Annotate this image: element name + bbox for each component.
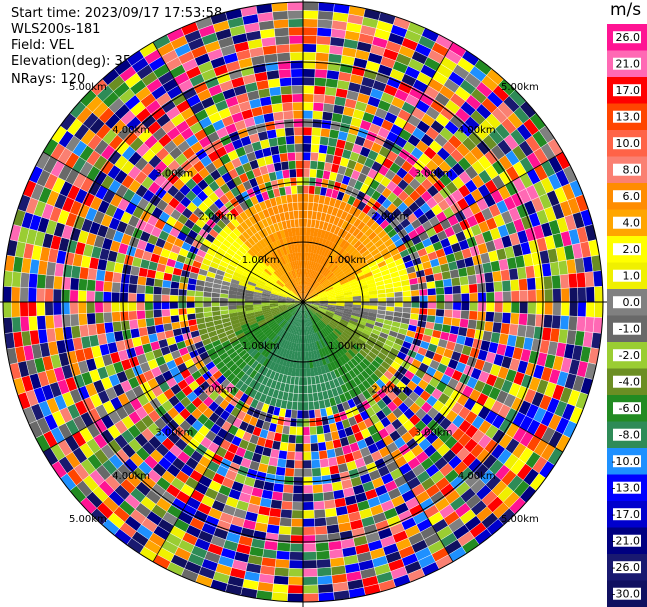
colorbar-tick-label: -10.0 (612, 455, 640, 468)
range-ring-label: 5.00km (69, 82, 107, 93)
colorbar-tick-bg (613, 322, 641, 335)
range-ring-label: 5.00km (69, 514, 107, 525)
colorbar-tick-bg (613, 402, 641, 415)
colorbar-tick-label: -4.0 (619, 376, 640, 389)
colorbar-tick-label: 6.0 (623, 190, 641, 203)
azimuth-spoke (302, 151, 564, 303)
colorbar-tick-label: -2.0 (619, 349, 640, 362)
azimuth-spoke (152, 301, 304, 563)
colorbar-tick-bg (613, 428, 641, 441)
colorbar-tick-label: 2.0 (623, 243, 641, 256)
nrays-label: NRays: 120 (11, 72, 86, 87)
range-ring-label: 3.00km (415, 168, 453, 179)
colorbar-tick-bg (613, 243, 641, 256)
range-ring-label: 4.00km (458, 471, 496, 482)
colorbar-tick-bg (613, 216, 641, 229)
range-ring-label: 3.00km (155, 168, 193, 179)
azimuth-spoke (302, 301, 454, 563)
colorbar-tick-bg (613, 375, 641, 388)
colorbar-tick-bg (613, 190, 641, 203)
start-time-label: Start time: 2023/09/17 17:53:58 (11, 6, 223, 21)
range-ring-label: 2.00km (371, 212, 409, 223)
colorbar-unit: m/s (610, 0, 642, 20)
azimuth-spoke (42, 301, 304, 453)
range-ring-label: 5.00km (501, 514, 539, 525)
range-ring-label: 2.00km (199, 212, 237, 223)
range-ring-label: 2.00km (199, 384, 237, 395)
range-ring-label: 1.00km (328, 255, 366, 266)
colorbar-tick-bg (613, 481, 641, 494)
colorbar-tick-bg (613, 84, 641, 97)
colorbar-tick-bg (613, 137, 641, 150)
azimuth-spoke (302, 301, 564, 453)
range-ring-label: 3.00km (155, 428, 193, 439)
ppi-plot: 1.00km 1.00km 1.00km 1.00km 2.00km 2.00km 2.00… (0, 0, 607, 607)
colorbar-tick-label: 8.0 (623, 164, 641, 177)
colorbar-tick-label: 10.0 (616, 137, 641, 150)
colorbar-tick-label: -26.0 (612, 561, 640, 574)
colorbar-tick-label: 21.0 (616, 58, 641, 71)
azimuth-spoke (42, 151, 304, 303)
colorbar-tick-label: 26.0 (616, 31, 641, 44)
colorbar-tick-bg (613, 534, 641, 547)
colorbar-tick-bg (613, 269, 641, 282)
colorbar-tick-bg (613, 508, 641, 521)
colorbar-tick-label: 4.0 (623, 217, 641, 230)
colorbar-tick-label: 1.0 (623, 270, 641, 283)
range-ring-label: 2.00km (371, 384, 409, 395)
range-ring-label: 1.00km (328, 341, 366, 352)
colorbar-tick-label: -21.0 (612, 535, 640, 548)
colorbar-tick-bg (613, 296, 641, 309)
colorbar-tick-label: -13.0 (612, 482, 640, 495)
range-ring-label: 4.00km (112, 125, 150, 136)
colorbar-tick-bg (613, 110, 641, 123)
colorbar-tick-bg (613, 455, 641, 468)
range-ring-label: 4.00km (458, 125, 496, 136)
azimuth-spoke (152, 41, 304, 303)
colorbar: 26.0 21.0 17.0 13.0 10.0 8.0 6.0 4.0 2.0 1.0 0.0 -1… (607, 24, 647, 607)
range-ring-label: 3.00km (415, 428, 453, 439)
colorbar-tick-bg (613, 349, 641, 362)
colorbar-tick-label: 17.0 (616, 84, 641, 97)
velocity-gates (2, 1, 604, 603)
colorbar-tick-bg (613, 561, 641, 574)
colorbar-tick-label: 0.0 (623, 296, 641, 309)
colorbar-tick-label: 13.0 (616, 111, 641, 124)
range-ring-label: 1.00km (242, 255, 280, 266)
instrument-label: WLS200s-181 (11, 22, 101, 37)
colorbar-tick-label: -30.0 (612, 588, 640, 601)
colorbar-tick-label: -17.0 (612, 508, 640, 521)
colorbar-tick-bg (613, 31, 641, 44)
elevation-label: Elevation(deg): 35.30 (11, 54, 152, 69)
range-ring-label: 4.00km (112, 471, 150, 482)
range-ring-label: 1.00km (242, 341, 280, 352)
field-label: Field: VEL (11, 38, 74, 53)
colorbar-tick-label: -8.0 (619, 429, 640, 442)
colorbar-tick-label: -6.0 (619, 402, 640, 415)
colorbar-tick-label: -1.0 (619, 323, 640, 336)
colorbar-tick-bg (613, 57, 641, 70)
colorbar-tick-bg (613, 163, 641, 176)
azimuth-spoke (302, 41, 454, 303)
range-ring-label: 5.00km (501, 82, 539, 93)
colorbar-tick-bg (613, 587, 641, 600)
